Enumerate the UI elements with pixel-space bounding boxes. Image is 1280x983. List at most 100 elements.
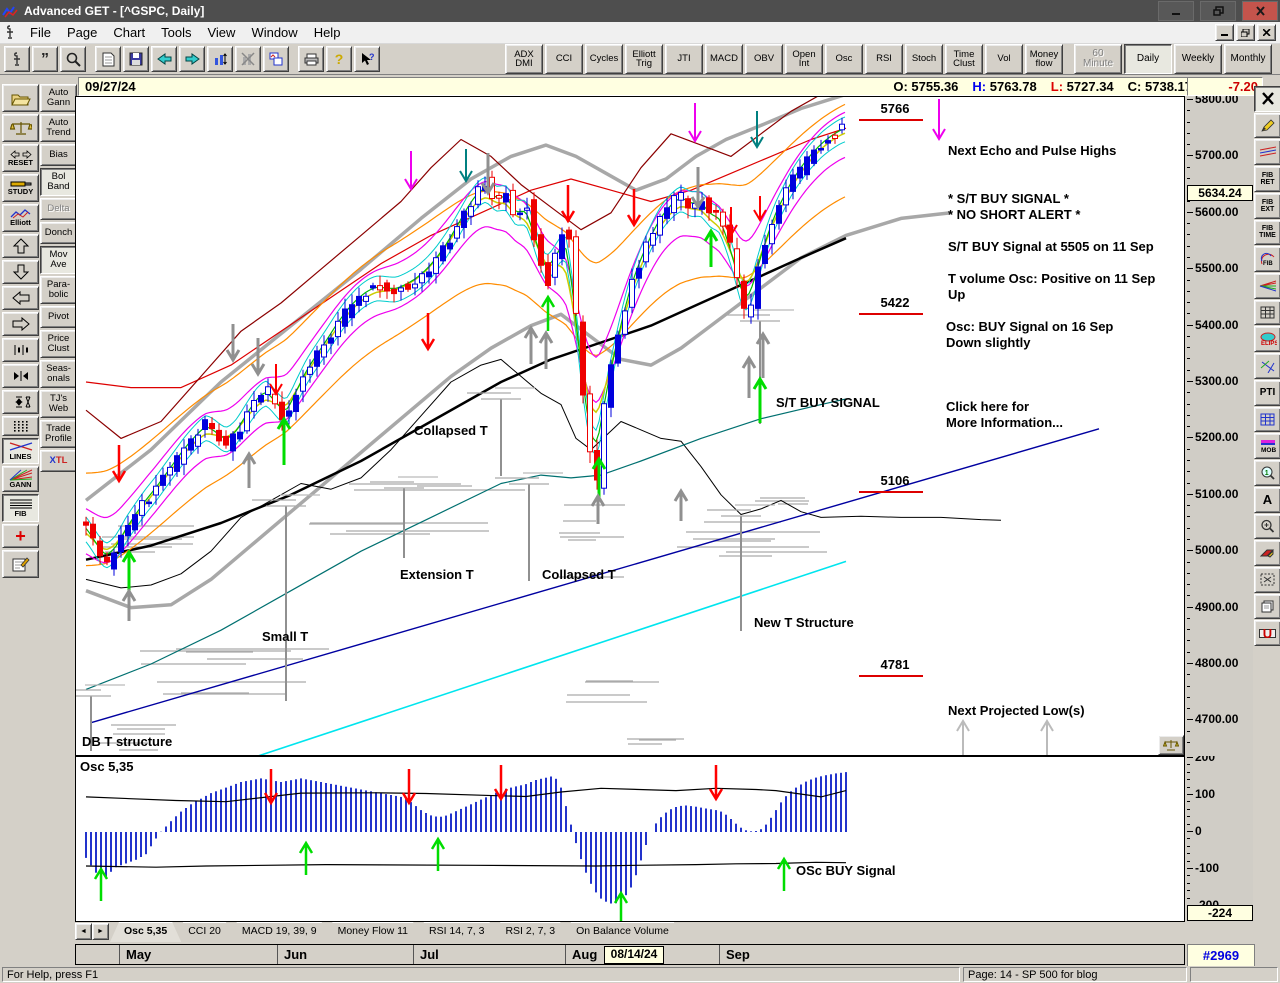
main-chart-panel[interactable]: 5766 5422 5106 4781 Next Echo and Pulse High… [75,96,1185,756]
grid-dots-tool-button[interactable] [2,416,39,436]
properties-tool-button[interactable] [2,550,39,578]
magnet-u-tool-button[interactable]: U [1254,620,1280,647]
grid-blue-tool-button[interactable] [1254,406,1280,433]
menu-chart[interactable]: Chart [113,25,146,40]
lines-tool-button[interactable]: LINES [2,438,39,464]
fan-lines-tool-button[interactable] [1254,273,1280,299]
timeframe-button-daily[interactable]: Daily [1124,44,1172,74]
tab-macd-19-39-9[interactable]: MACD 19, 39, 9 [228,922,331,942]
delete-x-tool-button[interactable] [1254,86,1280,112]
menu-window[interactable]: Window [251,25,298,40]
gann-fan-tool-button[interactable]: GANN [2,466,39,492]
tab-rsi-14-7-3[interactable]: RSI 14, 7, 3 [415,922,498,942]
indicator-button-time-clust[interactable]: Time Clust [945,44,983,74]
indicator-button-macd[interactable]: MACD [705,44,743,74]
crosshair-red-tool-button[interactable]: + [2,524,39,548]
mdi-restore-button[interactable] [1236,24,1255,41]
mdi-child-icon[interactable] [4,25,16,40]
new-chart-toolbar-button[interactable] [95,46,121,72]
chart-windows-toolbar-button[interactable] [263,46,289,72]
menu-page[interactable]: Page [66,25,98,40]
study-button-xtl[interactable]: XTL [40,450,77,472]
price-axis[interactable]: 5800.00 5700.00 5600.00 5500.00 5400.00 5300.… [1187,96,1253,756]
fib-extension-tool-button[interactable]: FIB EXT [1254,192,1280,219]
arrow-down-tool-button[interactable] [2,260,39,284]
gann-scales-tool-button[interactable] [2,114,39,142]
chart-disabled-toolbar-button[interactable] [235,46,261,72]
tab-osc-5-35[interactable]: Osc 5,35 [110,922,181,942]
timeframe-button-weekly[interactable]: Weekly [1174,44,1222,74]
tab-scroll-left-button[interactable]: ◄ [75,923,92,940]
restore-button[interactable] [1200,1,1236,21]
indicator-button-vol[interactable]: Vol [985,44,1023,74]
ellipse-tool-button[interactable]: ELIPS [1254,326,1280,353]
indicator-button-adx-dmi[interactable]: ADX DMI [505,44,543,74]
help-toolbar-button[interactable]: ? [326,46,352,72]
quote-toolbar-button[interactable]: ” [32,46,58,72]
menu-file[interactable]: File [30,25,51,40]
indicator-button-stoch[interactable]: Stoch [905,44,943,74]
indicator-button-jti[interactable]: JTI [665,44,703,74]
chart-note[interactable]: Click here for More Information... [946,399,1063,430]
tab-money-flow-11[interactable]: Money Flow 11 [324,922,422,942]
forward-toolbar-button[interactable] [179,46,205,72]
indicator-button-open-int[interactable]: Open Int [785,44,823,74]
timeframe-button-60-minute[interactable]: 60 Minute [1074,44,1122,74]
pencil-tool-button[interactable] [1254,112,1280,139]
mob-tool-button[interactable]: MOB [1254,433,1280,460]
tab-cci-20[interactable]: CCI 20 [174,922,235,942]
bar-shift-tool-button[interactable] [2,338,39,362]
tab-rsi-2-7-3[interactable]: RSI 2, 7, 3 [491,922,569,942]
menu-help[interactable]: Help [313,25,341,40]
indicator-button-cycles[interactable]: Cycles [585,44,623,74]
pages-tool-button[interactable] [1254,593,1280,620]
indicator-button-rsi[interactable]: RSI [865,44,903,74]
flip-vertical-tool-button[interactable] [2,390,39,414]
grid-tool-button[interactable] [1254,299,1280,326]
indicator-button-cci[interactable]: CCI [545,44,583,74]
zoom-in-tool-button[interactable] [1254,513,1280,540]
indicator-button-osc[interactable]: Osc [825,44,863,74]
flip-horizontal-tool-button[interactable] [2,364,39,388]
indicator-button-elliott-trig[interactable]: Elliott Trig [625,44,663,74]
study-button-auto-trend[interactable]: Auto Trend [40,114,77,142]
context-help-toolbar-button[interactable]: ? [354,46,380,72]
fib-tool-button[interactable]: FIB [2,494,39,522]
fib-retracement-tool-button[interactable]: FIB RET [1254,166,1280,192]
pin-toolbar-button[interactable] [4,46,30,72]
study-button-bol-band[interactable]: Bol Band [40,168,77,196]
study-button-bias[interactable]: Bias [40,144,77,166]
text-tool-tool-button[interactable]: A [1254,486,1280,513]
indicator-button-obv[interactable]: OBV [745,44,783,74]
study-button-auto-gann[interactable]: Auto Gann [40,84,77,112]
mdi-minimize-button[interactable] [1215,24,1234,41]
print-toolbar-button[interactable] [298,46,324,72]
study-button-tj-s-web[interactable]: TJ's Web [40,390,77,418]
broken-lines-tool-button[interactable] [1254,353,1280,379]
search-toolbar-button[interactable] [60,46,86,72]
study-button-price-clust[interactable]: Price Clust [40,330,77,358]
timeframe-button-monthly[interactable]: Monthly [1224,44,1272,74]
close-button[interactable] [1242,1,1278,21]
arrow-right-tool-button[interactable] [2,312,39,336]
fib-time-tool-button[interactable]: FIB TIME [1254,219,1280,246]
minimize-button[interactable] [1158,1,1194,21]
oscillator-canvas[interactable] [76,757,1184,921]
tab-on-balance-volume[interactable]: On Balance Volume [562,922,683,942]
menu-view[interactable]: View [207,25,236,40]
study-button-trade-profile[interactable]: Trade Profile [40,420,77,448]
chart-canvas[interactable] [76,97,1184,755]
reset-tool-button[interactable]: RESET [2,144,39,172]
analyze-glass-tool-button[interactable]: 1 [1254,460,1280,486]
back-toolbar-button[interactable] [151,46,177,72]
date-axis[interactable]: May Jun Jul Aug Sep 08/14/24 [75,944,1185,965]
save-toolbar-button[interactable] [123,46,149,72]
mdi-close-button[interactable] [1257,24,1276,41]
study-button-pivot[interactable]: Pivot [40,306,77,328]
pti-tool-button[interactable]: PTI [1254,379,1280,406]
study-tool-button[interactable]: STUDY [2,174,39,202]
chart-scale-toolbar-button[interactable] [207,46,233,72]
study-button-mov-ave[interactable]: Mov Ave [40,246,77,274]
study-button-donch[interactable]: Donch [40,222,77,244]
